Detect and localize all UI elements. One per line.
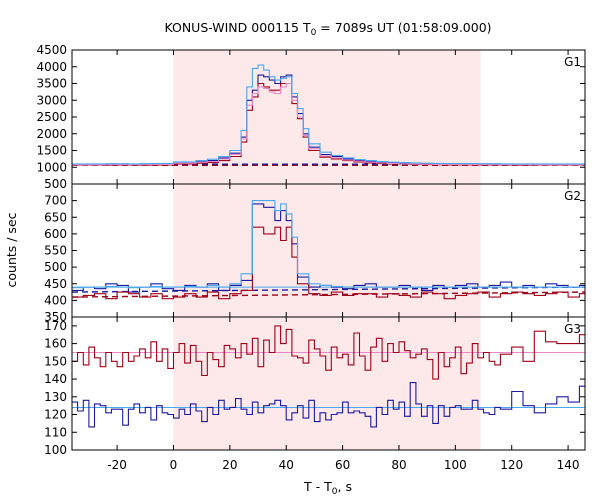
panel-label: G1 xyxy=(564,55,581,69)
series-navy xyxy=(72,382,585,428)
y-tick-label: 3000 xyxy=(36,93,67,107)
xlabel-suffix: , s xyxy=(338,479,352,494)
y-tick-label: 3500 xyxy=(36,77,67,91)
y-tick-label: 110 xyxy=(44,425,67,439)
y-tick-label: 500 xyxy=(44,260,67,274)
x-tick-label: 80 xyxy=(391,458,406,472)
series-light-blue xyxy=(72,64,585,165)
x-tick-label: 60 xyxy=(335,458,350,472)
title-suffix: = 7089s UT (01:58:09.000) xyxy=(316,20,491,35)
background-level-navy xyxy=(72,286,585,293)
series-dark-red xyxy=(72,226,585,300)
y-tick-label: 170 xyxy=(44,319,67,333)
y-tick-label: 100 xyxy=(44,443,67,457)
x-tick-label: 40 xyxy=(279,458,294,472)
panel-plot-area xyxy=(72,200,585,300)
y-tick-label: 450 xyxy=(44,277,67,291)
panel-label: G3 xyxy=(564,322,581,336)
y-tick-label: 400 xyxy=(44,293,67,307)
y-tick-label: 160 xyxy=(44,337,67,351)
y-tick-label: 120 xyxy=(44,408,67,422)
y-tick-label: 350 xyxy=(44,310,67,324)
x-tick-label: 140 xyxy=(557,458,580,472)
y-tick-label: 130 xyxy=(44,390,67,404)
y-tick-label: 150 xyxy=(44,354,67,368)
shaded-interval xyxy=(173,317,481,450)
panel-frame xyxy=(71,316,586,451)
y-tick-label: 550 xyxy=(44,244,67,258)
shaded-interval xyxy=(173,50,481,184)
xlabel-prefix: T - T xyxy=(303,479,332,494)
x-tick-label: 20 xyxy=(222,458,237,472)
xlabel-subscript: 0 xyxy=(332,487,338,497)
y-tick-label: 4000 xyxy=(36,60,67,74)
x-tick-label: 100 xyxy=(444,458,467,472)
shaded-interval xyxy=(173,184,481,317)
panel-g1: 500 1000 1500 2000 2500 3000 3500 4000 4500 G1 xyxy=(36,43,586,191)
x-tick-label: 120 xyxy=(500,458,523,472)
y-tick-label: 2500 xyxy=(36,110,67,124)
title-prefix: KONUS-WIND 000115 T xyxy=(164,20,310,35)
series-light-blue xyxy=(72,200,585,289)
y-tick-label: 600 xyxy=(44,227,67,241)
panel-plot-area xyxy=(72,325,585,428)
x-tick-label: -20 xyxy=(107,458,127,472)
y-tick-label: 2000 xyxy=(36,127,67,141)
y-tick-label: 4500 xyxy=(36,43,67,57)
background-level-dark-red xyxy=(72,291,585,298)
y-tick-label: 700 xyxy=(44,194,67,208)
chart-title: KONUS-WIND 000115 T0 = 7089s UT (01:58:0… xyxy=(164,20,491,38)
series-dark-red xyxy=(72,325,585,380)
panel-plot-area xyxy=(72,64,585,166)
y-tick-label: 1000 xyxy=(36,160,67,174)
x-tick-label: 0 xyxy=(170,458,178,472)
y-tick-label: 650 xyxy=(44,210,67,224)
panel-g2: 350 400 450 500 550 600 650 700 G2 xyxy=(44,183,586,324)
panel-g3: 100 110 120 130 140 150 160 170 G3 xyxy=(44,316,586,457)
y-tick-label: 1500 xyxy=(36,144,67,158)
x-axis-label: T - T0, s xyxy=(303,479,352,497)
panel-label: G2 xyxy=(564,189,581,203)
y-tick-label: 500 xyxy=(44,177,67,191)
title-subscript: 0 xyxy=(311,28,317,38)
y-axis-label: counts / sec xyxy=(4,212,19,287)
y-tick-label: 140 xyxy=(44,372,67,386)
